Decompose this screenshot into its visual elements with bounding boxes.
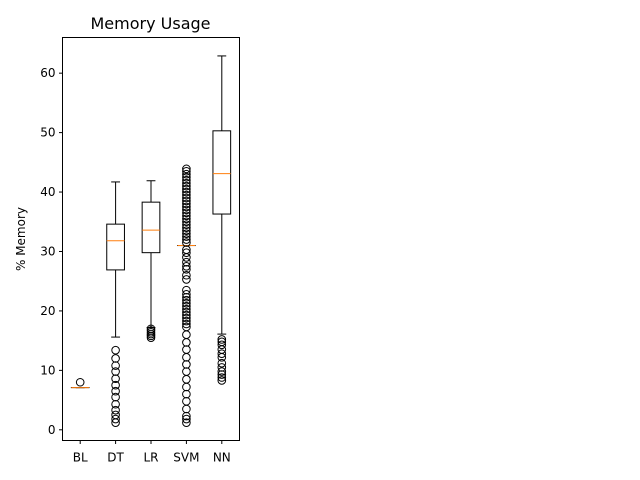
outlier-point: [111, 386, 120, 396]
y-axis: 0 10 20 30 40 50 60: [40, 66, 63, 437]
outlier-point: [182, 175, 191, 185]
outlier-point: [111, 345, 120, 355]
outlier-point: [111, 367, 120, 376]
y-tick-label: 20: [40, 304, 55, 318]
outlier-point: [182, 187, 191, 197]
outlier-point: [182, 270, 191, 280]
outlier-point: [182, 262, 191, 271]
outlier-point: [182, 414, 191, 424]
outlier-point: [111, 405, 120, 415]
chart-title: Memory Usage: [90, 14, 210, 33]
outlier-point: [217, 373, 227, 382]
outlier-point: [182, 319, 191, 329]
outlier-point: [182, 214, 191, 224]
outlier-point: [217, 340, 227, 350]
outlier-point: [182, 301, 191, 311]
outlier-point: [217, 349, 227, 359]
iqr-box: [141, 201, 161, 254]
y-tick-label: 0: [48, 423, 56, 437]
outlier-point: [217, 337, 227, 347]
y-tick-label: 10: [40, 363, 55, 377]
box-group-nn: [212, 55, 232, 385]
outlier-point: [182, 211, 191, 221]
outlier-point: [182, 257, 191, 267]
boxes-layer: [70, 55, 232, 427]
outlier-point: [182, 289, 191, 299]
outlier-point: [217, 363, 227, 372]
outlier-point: [182, 229, 191, 238]
outlier-point: [182, 238, 191, 247]
outlier-point: [217, 367, 227, 376]
outlier-point: [182, 295, 191, 305]
outlier-point: [182, 205, 191, 215]
outlier-point: [182, 310, 191, 320]
outlier-point: [217, 335, 227, 344]
x-axis: BL DT LR SVM NN: [73, 440, 231, 465]
box-group-lr: [141, 180, 161, 342]
outlier-point: [182, 217, 191, 227]
y-tick-label: 50: [40, 126, 55, 140]
outlier-point: [182, 232, 191, 241]
outlier-point: [111, 414, 120, 424]
y-tick-label: 30: [40, 244, 55, 258]
outlier-point: [182, 172, 191, 182]
x-tick-label: DT: [107, 451, 124, 465]
plot-frame: [62, 37, 240, 441]
outlier-point: [182, 223, 191, 233]
box-group-svm: [177, 164, 196, 427]
outlier-point: [182, 196, 191, 206]
outlier-point: [182, 169, 191, 179]
outlier-point: [182, 202, 191, 212]
outlier-point: [182, 199, 191, 209]
outlier-point: [182, 190, 191, 200]
outlier-point: [182, 316, 191, 326]
outlier-point: [182, 226, 191, 235]
outlier-point: [111, 392, 120, 402]
x-tick-label: NN: [213, 451, 231, 465]
outlier-point: [182, 181, 191, 191]
outlier-point: [182, 235, 191, 244]
outlier-point: [182, 164, 191, 174]
outlier-point: [75, 377, 85, 387]
y-tick-label: 40: [40, 185, 55, 199]
outlier-point: [111, 354, 120, 363]
x-tick-label: SVM: [173, 451, 199, 465]
y-tick-label: 60: [40, 66, 55, 80]
outlier-point: [217, 358, 227, 368]
outlier-point: [182, 304, 191, 314]
outlier-point: [111, 410, 120, 420]
y-axis-label: % Memory: [14, 207, 28, 271]
outlier-point: [182, 285, 191, 295]
outlier-point: [182, 220, 191, 230]
outlier-point: [182, 178, 191, 188]
outlier-point: [182, 184, 191, 194]
outlier-point: [111, 380, 120, 390]
x-tick-label: LR: [143, 451, 158, 465]
iqr-box: [212, 130, 232, 215]
box-group-dt: [106, 181, 125, 427]
outlier-point: [146, 324, 156, 334]
outlier-point: [182, 298, 191, 308]
outlier-point: [182, 307, 191, 317]
outlier-point: [182, 322, 191, 332]
outlier-point: [182, 275, 191, 284]
outlier-point: [182, 208, 191, 218]
outlier-point: [182, 313, 191, 323]
outlier-point: [182, 418, 191, 427]
iqr-box: [106, 223, 125, 271]
box-group-bl: [70, 377, 90, 389]
outlier-point: [182, 248, 191, 257]
outlier-point: [182, 166, 191, 176]
x-tick-label: BL: [73, 451, 88, 465]
outlier-point: [217, 376, 227, 385]
outlier-point: [182, 193, 191, 203]
